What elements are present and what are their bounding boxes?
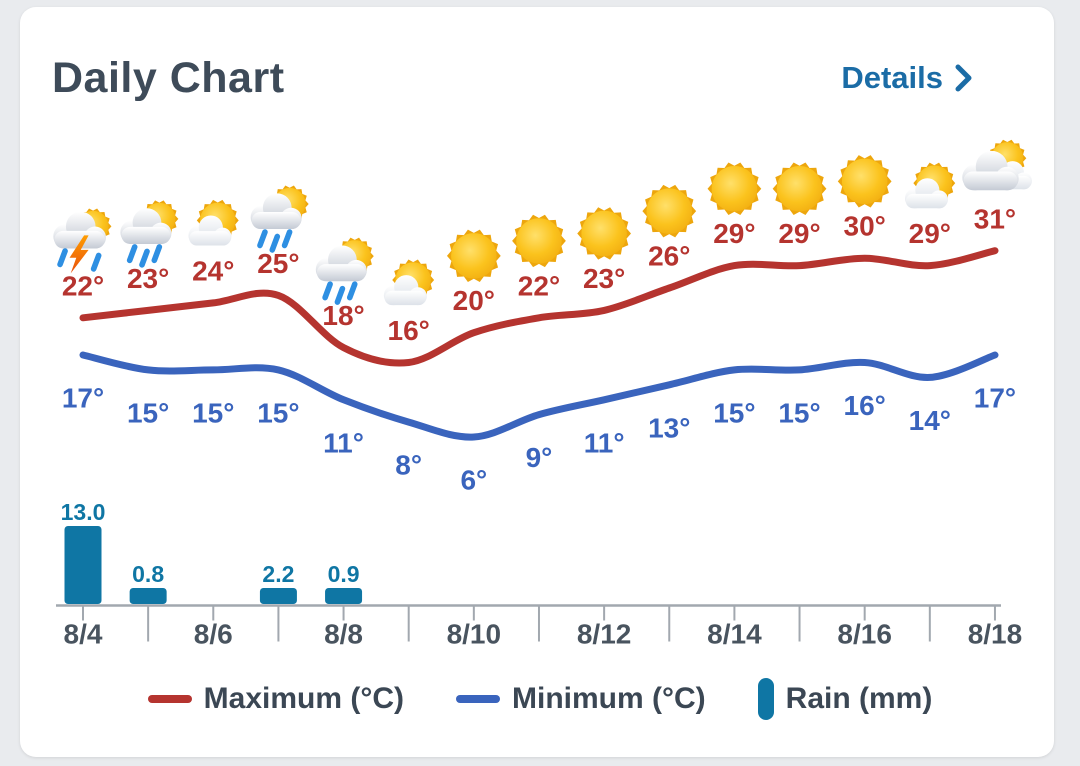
card-header: Daily Chart Details <box>52 48 972 108</box>
details-label: Details <box>841 60 943 95</box>
legend-label-maximum: Maximum (°C) <box>203 682 405 715</box>
daily-chart-card <box>20 7 1054 757</box>
minimum-line-swatch <box>456 695 501 703</box>
details-link[interactable]: Details <box>841 60 972 96</box>
maximum-line-swatch <box>147 695 192 703</box>
chevron-right-icon <box>955 64 972 92</box>
rain-bar-swatch <box>757 678 774 720</box>
legend-item-minimum: Minimum (°C) <box>456 682 706 716</box>
page-title: Daily Chart <box>52 53 285 102</box>
legend-label-minimum: Minimum (°C) <box>512 682 706 715</box>
chart-legend: Maximum (°C) Minimum (°C) Rain (mm) <box>0 678 1080 720</box>
legend-item-rain: Rain (mm) <box>757 678 933 720</box>
legend-item-maximum: Maximum (°C) <box>147 682 405 716</box>
legend-label-rain: Rain (mm) <box>785 682 933 715</box>
